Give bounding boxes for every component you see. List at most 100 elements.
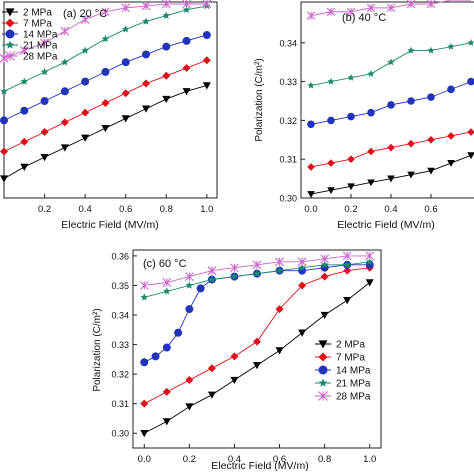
panel-c-xlabel: Electric Field (MV/m) (211, 460, 308, 472)
data-point (141, 1, 151, 11)
data-point (0, 147, 8, 156)
data-point (0, 87, 8, 95)
data-point (347, 183, 355, 191)
data-point (467, 152, 474, 160)
data-point (174, 328, 183, 337)
data-point (343, 297, 352, 305)
data-point (327, 116, 335, 125)
series-line (310, 42, 472, 86)
legend-label: 2 MPa (23, 8, 52, 19)
data-point (347, 73, 355, 81)
data-point (140, 293, 149, 301)
series-2-mpa (140, 279, 374, 438)
data-point (365, 279, 374, 287)
data-point (121, 25, 130, 33)
data-point (140, 358, 149, 367)
legend-label: 28 MPa (23, 52, 58, 63)
data-point (406, 0, 416, 9)
data-point (427, 93, 435, 101)
data-point (387, 58, 395, 66)
data-point (275, 257, 284, 267)
series-28-mpa (306, 0, 471, 20)
data-point (365, 260, 374, 269)
data-point (60, 118, 69, 127)
data-point (162, 418, 171, 426)
data-point (142, 17, 150, 25)
data-point (366, 3, 376, 13)
data-point (387, 143, 395, 152)
data-point (19, 46, 29, 55)
data-point (230, 272, 239, 280)
data-point (426, 0, 436, 9)
y-tick-label: 0.31 (111, 399, 129, 409)
series-14-mpa (0, 31, 211, 125)
data-point (60, 26, 70, 36)
data-point (81, 108, 90, 117)
data-point (447, 85, 455, 94)
legend-label: 2 MPa (336, 340, 365, 351)
data-point (253, 362, 261, 370)
data-point (427, 167, 435, 175)
data-point (162, 71, 171, 80)
legend-label: 14 MPa (336, 366, 371, 377)
panel-c-frame (132, 249, 382, 449)
data-point (407, 139, 415, 148)
panel-b-title: (b) 40 °C (342, 12, 386, 24)
data-point (81, 77, 90, 86)
data-point (320, 263, 329, 272)
data-point (207, 391, 216, 399)
data-point (142, 79, 150, 88)
data-point (40, 67, 49, 76)
panel-b-plot-area: 0.0 0.2 0.4 0.6 0.30 0.31 0.32 0.33 0.34 (279, 0, 474, 215)
data-point (182, 88, 191, 96)
legend-label: 28 MPa (336, 392, 371, 403)
data-point (427, 46, 435, 54)
data-point (40, 38, 49, 48)
legend-marker (318, 378, 328, 387)
data-point (327, 159, 335, 167)
x-tick-label: 0.4 (79, 204, 92, 215)
data-point (367, 147, 375, 156)
data-point (367, 70, 375, 77)
legend: 2 MPa 7 MPa 14 MPa 21 MPa 28 MPa (315, 340, 371, 403)
data-point (101, 124, 110, 133)
data-point (101, 7, 110, 17)
series-2-mpa (307, 152, 474, 198)
data-point (253, 337, 261, 346)
data-point (101, 34, 110, 43)
data-point (367, 108, 375, 117)
data-point (182, 64, 191, 73)
series-7-mpa (307, 128, 474, 171)
data-point (121, 89, 130, 98)
data-point (387, 175, 395, 183)
series-7-mpa (0, 56, 211, 156)
y-tick-label: 0.36 (111, 251, 129, 261)
data-point (182, 36, 191, 45)
series-28-mpa (139, 251, 375, 290)
data-point (140, 399, 149, 408)
data-point (0, 175, 8, 183)
data-point (121, 3, 131, 13)
data-point (320, 254, 330, 264)
data-point (162, 387, 171, 396)
x-tick-label: 0.2 (38, 204, 51, 215)
data-point (275, 266, 284, 274)
data-point (142, 105, 150, 113)
data-point (80, 15, 90, 24)
data-point (162, 343, 171, 352)
data-point (20, 77, 29, 85)
data-point (230, 352, 239, 361)
data-point (447, 132, 455, 140)
y-tick-label: 0.32 (111, 370, 129, 380)
data-point (151, 352, 160, 361)
data-point (185, 281, 194, 289)
data-point (101, 98, 110, 107)
data-point (20, 106, 29, 115)
legend-label: 21 MPa (23, 41, 58, 52)
data-point (101, 67, 110, 76)
series-21-mpa (307, 39, 474, 89)
data-point (365, 257, 374, 266)
data-point (81, 46, 89, 54)
data-point (230, 376, 239, 385)
